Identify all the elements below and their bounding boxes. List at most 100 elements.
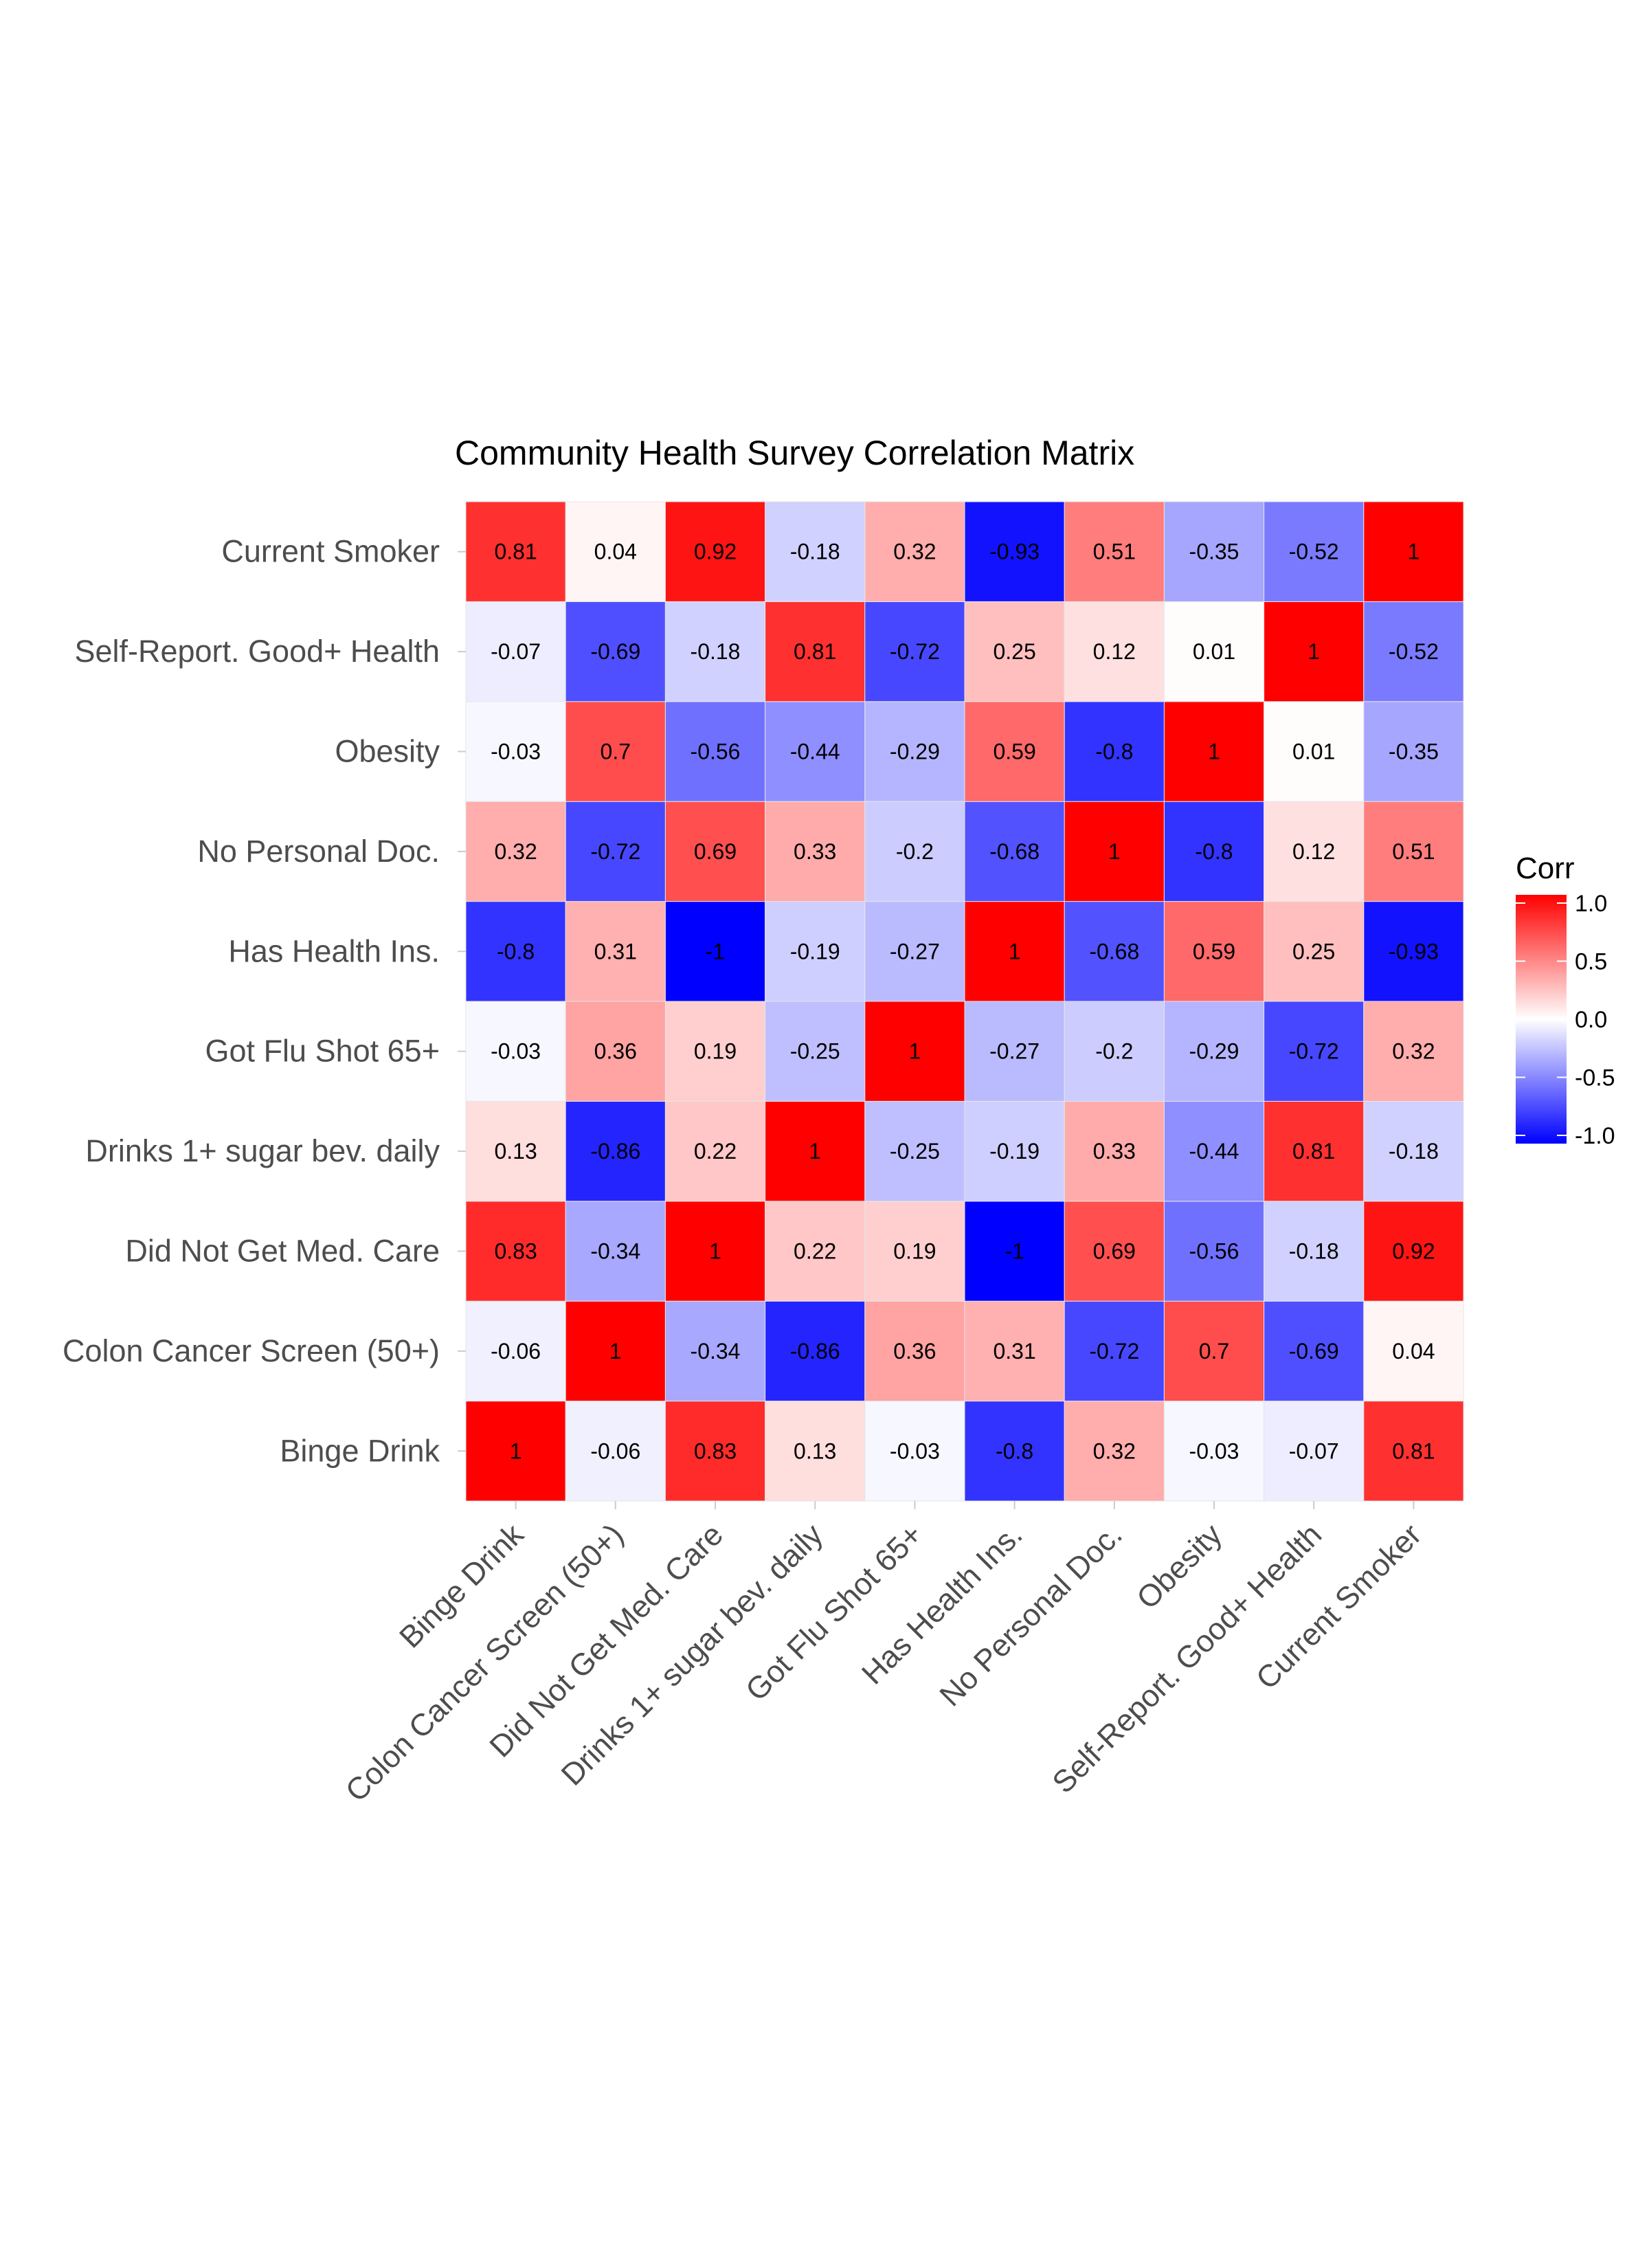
cell-value-label: -0.72 [1089, 1339, 1139, 1364]
heatmap-cell [964, 1401, 1065, 1502]
heatmap-cell [964, 701, 1065, 802]
cell-value-label: -0.34 [691, 1339, 741, 1364]
heatmap-cell [1163, 501, 1265, 602]
cell-value-label: -0.27 [890, 939, 940, 964]
heatmap-cell [765, 1001, 866, 1102]
heatmap-cell [465, 1100, 566, 1202]
y-axis-tick-label: Drinks 1+ sugar bev. daily [85, 1133, 440, 1168]
heatmap-cell [1264, 1001, 1365, 1102]
cell-value-label: 0.22 [794, 1239, 836, 1264]
cell-value-label: -0.72 [590, 839, 640, 864]
cell-value-label: 0.32 [893, 540, 936, 564]
cell-value-label: 1 [510, 1438, 522, 1463]
cell-value-label: -0.8 [996, 1438, 1033, 1463]
heatmap-cell [1064, 1201, 1165, 1302]
heatmap-cell [864, 501, 965, 602]
heatmap-cell [964, 1001, 1065, 1102]
heatmap-cell [1264, 501, 1365, 602]
heatmap-cell [1363, 1100, 1464, 1202]
cell-value-label: -0.18 [790, 540, 840, 564]
chart-title: Community Health Survey Correlation Matr… [455, 434, 1134, 472]
heatmap-cell [1064, 1100, 1165, 1202]
heatmap-cell [1264, 1201, 1365, 1302]
heatmap-cell [1163, 601, 1265, 702]
heatmap-cell [565, 501, 666, 602]
cell-value-label: 0.12 [1292, 839, 1335, 864]
heatmap-cell [765, 901, 866, 1002]
cell-value-label: 0.25 [993, 639, 1035, 664]
heatmap-cell [664, 601, 766, 702]
cell-value-label: -0.29 [890, 740, 940, 764]
cell-value-label: 0.51 [1093, 540, 1136, 564]
cell-value-label: -0.07 [491, 639, 541, 664]
cell-value-label: 0.12 [1093, 639, 1136, 664]
heatmap-cell [1264, 1300, 1365, 1402]
cell-value-label: 0.92 [1392, 1239, 1435, 1264]
cell-value-label: 0.36 [893, 1339, 936, 1364]
heatmap-cell [1163, 1100, 1265, 1202]
cell-value-label: 0.69 [694, 839, 737, 864]
heatmap-cell [1064, 801, 1165, 902]
heatmap-cell [1363, 1201, 1464, 1302]
cell-value-label: 1 [1308, 639, 1320, 664]
heatmap-cell [964, 901, 1065, 1002]
cell-value-label: 0.92 [694, 540, 737, 564]
heatmap-cell [765, 701, 866, 802]
legend-ticks: 1.0 0.5 0.0 -0.5 -1.0 [1516, 891, 1615, 1149]
cell-value-label: -0.06 [491, 1339, 541, 1364]
heatmap-cell [964, 601, 1065, 702]
heatmap-cell [864, 1401, 965, 1502]
cell-value-label: -0.03 [1189, 1438, 1239, 1463]
cell-value-label: -0.25 [790, 1039, 840, 1064]
cell-value-label: -0.03 [890, 1438, 940, 1463]
heatmap-cell [1264, 801, 1365, 902]
cell-value-label: -0.72 [1289, 1039, 1339, 1064]
cell-value-label: 0.22 [694, 1139, 737, 1164]
heatmap-cell [1163, 1001, 1265, 1102]
heatmap-cell [864, 1100, 965, 1202]
cell-value-label: -0.86 [790, 1339, 840, 1364]
cell-value-label: 0.81 [494, 540, 537, 564]
cell-value-label: -0.18 [1289, 1239, 1339, 1264]
heatmap-cell [1363, 501, 1464, 602]
heatmap-cell [1064, 501, 1165, 602]
heatmap-cell [1163, 801, 1265, 902]
cell-value-label: 0.59 [1193, 939, 1235, 964]
heatmap-cell [1363, 1401, 1464, 1502]
cell-value-label: 0.81 [1292, 1139, 1335, 1164]
cell-value-label: 0.04 [594, 540, 637, 564]
x-axis-tick-label: Got Flu Shot 65+ [739, 1517, 930, 1708]
heatmap-cell [964, 1300, 1065, 1402]
heatmap-cell [664, 701, 766, 802]
heatmap-cell [465, 701, 566, 802]
cell-value-label: -0.69 [1289, 1339, 1339, 1364]
cell-value-label: -0.68 [989, 839, 1040, 864]
cell-value-label: 0.59 [993, 740, 1035, 764]
cell-value-label: 0.19 [893, 1239, 936, 1264]
cell-value-label: 0.32 [1392, 1039, 1435, 1064]
cell-value-label: 0.32 [1093, 1438, 1136, 1463]
cell-value-label: 0.83 [694, 1438, 737, 1463]
legend-tick-label: 0.0 [1575, 1007, 1607, 1033]
heatmap-cell [664, 801, 766, 902]
heatmap-cell [1264, 901, 1365, 1002]
heatmap-cell [565, 1001, 666, 1102]
heatmap-cells: 1 -0.06 0.83 0.13 -0.03 -0.8 0.32 -0.03 -0.07 0.8… [465, 501, 1464, 1502]
heatmap-cell [1363, 1300, 1464, 1402]
cell-value-label: -0.93 [1389, 939, 1439, 964]
heatmap-cell [664, 1300, 766, 1402]
heatmap-cell [565, 1401, 666, 1502]
cell-value-label: 1 [1208, 740, 1220, 764]
heatmap-cell [1363, 601, 1464, 702]
cell-value-label: 0.19 [694, 1039, 737, 1064]
cell-value-label: -0.93 [989, 540, 1040, 564]
cell-value-label: -0.27 [989, 1039, 1040, 1064]
heatmap-cell [765, 501, 866, 602]
cell-value-label: -0.07 [1289, 1438, 1339, 1463]
cell-value-label: -0.19 [790, 939, 840, 964]
heatmap-cell [1064, 1300, 1165, 1402]
heatmap-cell [1363, 901, 1464, 1002]
cell-value-label: -0.35 [1189, 540, 1239, 564]
